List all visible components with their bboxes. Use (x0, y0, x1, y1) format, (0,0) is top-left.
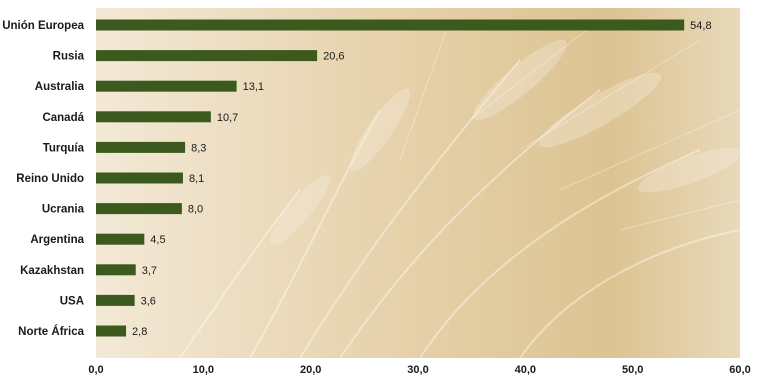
x-tick-label: 30,0 (407, 364, 428, 376)
value-label-reino-unido: 8,1 (189, 173, 204, 185)
value-label-australia: 13,1 (243, 81, 264, 93)
value-label-union-europea: 54,8 (690, 20, 711, 32)
value-label-turquia: 8,3 (191, 142, 206, 154)
bar-usa (96, 294, 135, 306)
value-label-rusia: 20,6 (323, 51, 344, 63)
category-label-kazakhstan: Kazakhstan (20, 265, 84, 277)
bar-argentina (96, 233, 145, 245)
x-tick-label: 10,0 (193, 364, 214, 376)
category-label-usa: USA (60, 295, 84, 307)
bar-canada (96, 111, 211, 123)
x-tick-label: 50,0 (622, 364, 643, 376)
category-label-reino-unido: Reino Unido (16, 173, 84, 185)
x-tick-label: 0,0 (88, 364, 103, 376)
wheat-background-image (96, 8, 742, 359)
category-label-rusia: Rusia (53, 51, 85, 63)
bar-reino-unido (96, 172, 183, 184)
x-tick-label: 40,0 (515, 364, 536, 376)
value-label-norte-africa: 2,8 (132, 326, 147, 338)
bar-australia (96, 80, 237, 92)
bar-rusia (96, 50, 318, 62)
bar-norte-africa (96, 325, 127, 337)
bar-turquia (96, 141, 186, 153)
value-label-canada: 10,7 (217, 112, 238, 124)
value-label-argentina: 4,5 (150, 234, 165, 246)
value-label-kazakhstan: 3,7 (142, 265, 157, 277)
category-label-union-europea: Unión Europea (2, 20, 84, 32)
category-label-ucrania: Ucrania (42, 204, 85, 216)
x-tick-label: 20,0 (300, 364, 321, 376)
value-label-ucrania: 8,0 (188, 204, 203, 216)
category-label-turquia: Turquía (43, 142, 85, 154)
category-label-norte-africa: Norte África (18, 325, 84, 338)
bar-kazakhstan (96, 264, 136, 276)
category-label-argentina: Argentina (30, 234, 84, 246)
bar-ucrania (96, 203, 182, 215)
x-tick-label: 60,0 (729, 364, 750, 376)
value-label-usa: 3,6 (141, 295, 156, 307)
bar-union-europea (96, 19, 685, 31)
category-label-canada: Canadá (42, 112, 84, 124)
category-label-australia: Australia (35, 81, 85, 93)
